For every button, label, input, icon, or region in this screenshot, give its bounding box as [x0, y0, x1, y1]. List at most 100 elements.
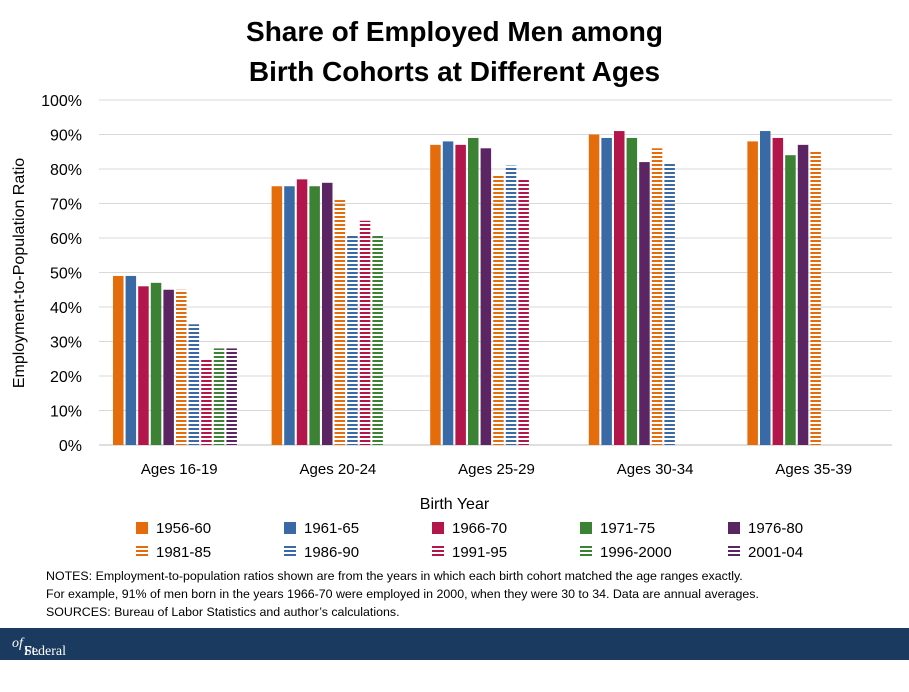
- legend-swatch: [728, 522, 740, 534]
- y-tick-label: 40%: [50, 300, 82, 317]
- bar-1966-70-Ages-30-34: [614, 131, 625, 446]
- bars: [113, 131, 821, 446]
- bar-1966-70-Ages-20-24: [296, 179, 308, 445]
- bar-1991-95-Ages-20-24: [359, 220, 371, 445]
- bar-1986-90-Ages-20-24: [347, 234, 358, 445]
- legend-swatch: [580, 546, 592, 558]
- legend-label: 1966-70: [452, 519, 508, 537]
- bar-1971-75-Ages-35-39: [785, 155, 796, 445]
- footer-brand-suffix: St. Louis: [24, 644, 56, 675]
- bar-1986-90-Ages-25-29: [505, 165, 517, 446]
- legend-label: 1991-95: [452, 543, 508, 561]
- bar-1961-65-Ages-25-29: [442, 141, 454, 445]
- notes-line-1: NOTES: Employment-to-population ratios s…: [46, 569, 743, 583]
- legend-label: 1976-80: [748, 519, 804, 537]
- footer-brand-of: of: [12, 636, 23, 651]
- legend-swatch: [284, 546, 296, 558]
- legend-label: 1996-2000: [600, 543, 672, 561]
- bar-1971-75-Ages-20-24: [309, 186, 320, 445]
- bar-1981-85-Ages-30-34: [651, 148, 663, 446]
- bar-1986-90-Ages-16-19: [188, 324, 200, 445]
- bar-1956-60-Ages-16-19: [113, 275, 124, 445]
- legend-item: 1981-85: [136, 542, 284, 562]
- bar-1976-80-Ages-25-29: [480, 148, 492, 446]
- legend-item: 1966-70: [432, 518, 580, 538]
- footer-bar: Federal Reserve Bank of St. Louis: [0, 628, 909, 691]
- bar-1976-80-Ages-16-19: [163, 289, 174, 445]
- x-category-label: Ages 35-39: [775, 461, 852, 478]
- y-tick-label: 0%: [59, 438, 82, 455]
- y-axis-ticks: 0% 10% 20% 30% 40% 50% 60% 70% 80% 90% 100%: [41, 93, 82, 455]
- y-tick-label: 50%: [50, 266, 82, 283]
- legend-item: 1956-60: [136, 518, 284, 538]
- y-tick-label: 100%: [41, 93, 82, 110]
- legend-title: Birth Year: [419, 496, 490, 513]
- bar-1981-85-Ages-25-29: [493, 175, 504, 445]
- chart-title: Share of Employed Men among Birth Cohort…: [0, 12, 909, 92]
- notes-line-2: For example, 91% of men born in the year…: [46, 587, 759, 601]
- legend: 1956-60 1961-65 1966-70 1971-75 1976-80 1981-…: [136, 518, 876, 562]
- bar-1961-65-Ages-20-24: [284, 186, 295, 445]
- notes: NOTES: Employment-to-population ratios s…: [46, 567, 896, 621]
- bar-1966-70-Ages-35-39: [772, 137, 784, 445]
- bar-1976-80-Ages-30-34: [639, 162, 650, 445]
- bar-1961-65-Ages-35-39: [760, 131, 771, 446]
- legend-item: 1996-2000: [580, 542, 728, 562]
- y-tick-label: 20%: [50, 369, 82, 386]
- bar-1991-95-Ages-16-19: [201, 358, 212, 445]
- legend-swatch: [432, 546, 444, 558]
- legend-label: 2001-04: [748, 543, 804, 561]
- y-tick-label: 10%: [50, 404, 82, 421]
- y-tick-label: 80%: [50, 162, 82, 179]
- x-category-label: Ages 16-19: [141, 461, 218, 478]
- bar-1971-75-Ages-30-34: [626, 137, 638, 445]
- legend-item: 1991-95: [432, 542, 580, 562]
- bar-1956-60-Ages-30-34: [588, 134, 600, 445]
- sources-line: SOURCES: Bureau of Labor Statistics and …: [46, 605, 400, 619]
- bar-1996-2000-Ages-16-19: [213, 348, 225, 445]
- footer-brand: Federal Reserve Bank of St. Louis: [12, 636, 69, 691]
- legend-swatch: [136, 546, 148, 558]
- legend-item: 1971-75: [580, 518, 728, 538]
- bar-1981-85-Ages-16-19: [176, 289, 187, 445]
- bar-2001-04-Ages-16-19: [226, 348, 237, 445]
- bar-1991-95-Ages-25-29: [518, 179, 529, 445]
- bar-1966-70-Ages-16-19: [138, 286, 149, 445]
- legend-label: 1986-90: [304, 543, 360, 561]
- legend-label: 1961-65: [304, 519, 360, 537]
- legend-label: 1981-85: [156, 543, 212, 561]
- y-tick-label: 60%: [50, 231, 82, 248]
- chart-title-line-2: Birth Cohorts at Different Ages: [248, 56, 661, 87]
- bar-1956-60-Ages-20-24: [271, 186, 283, 445]
- bar-1976-80-Ages-20-24: [322, 182, 333, 446]
- x-axis-categories: Ages 16-19 Ages 20-24 Ages 25-29 Ages 30-34…: [141, 461, 852, 478]
- legend-swatch: [136, 522, 148, 534]
- legend-swatch: [284, 522, 296, 534]
- y-tick-label: 30%: [50, 335, 82, 352]
- bar-1981-85-Ages-35-39: [810, 151, 821, 445]
- bar-1961-65-Ages-30-34: [601, 137, 612, 445]
- bar-1996-2000-Ages-20-24: [372, 234, 383, 445]
- bar-1971-75-Ages-16-19: [150, 282, 162, 445]
- bar-1981-85-Ages-20-24: [334, 200, 346, 445]
- bar-1971-75-Ages-25-29: [468, 137, 479, 445]
- bar-1956-60-Ages-25-29: [430, 144, 441, 445]
- bar-1956-60-Ages-35-39: [747, 141, 758, 445]
- legend-swatch: [728, 546, 740, 558]
- x-category-label: Ages 25-29: [458, 461, 535, 478]
- legend-label: 1971-75: [600, 519, 656, 537]
- legend-item: 1961-65: [284, 518, 432, 538]
- legend-swatch: [432, 522, 444, 534]
- legend-item: 2001-04: [728, 542, 876, 562]
- x-category-label: Ages 30-34: [617, 461, 694, 478]
- y-axis-title: Employment-to-Population Ratio: [11, 158, 28, 388]
- bar-1976-80-Ages-35-39: [797, 144, 809, 445]
- y-tick-label: 70%: [50, 197, 82, 214]
- legend-swatch: [580, 522, 592, 534]
- bar-chart: 0% 10% 20% 30% 40% 50% 60% 70% 80% 90% 100% Ages 1…: [11, 93, 892, 478]
- bar-1986-90-Ages-30-34: [664, 162, 675, 445]
- chart-title-line-1: Share of Employed Men among: [246, 16, 663, 47]
- y-tick-label: 90%: [50, 128, 82, 145]
- legend-item: 1976-80: [728, 518, 876, 538]
- bar-1961-65-Ages-16-19: [125, 275, 137, 445]
